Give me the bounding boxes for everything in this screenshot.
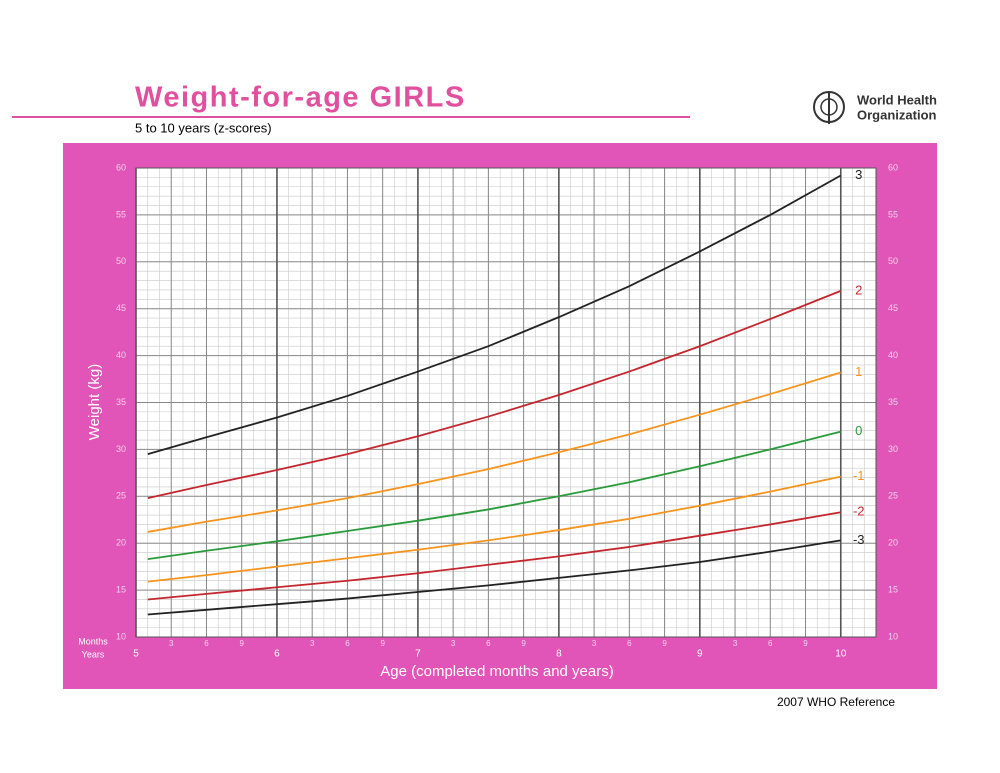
y-tick-label: 10	[888, 631, 898, 641]
series-label: -3	[853, 532, 865, 547]
month-tick-label: 3	[733, 639, 738, 648]
z-score-line	[147, 475, 841, 583]
y-tick-label: 50	[116, 256, 126, 266]
y-tick-label: 55	[888, 209, 898, 219]
month-tick-label: 6	[486, 639, 491, 648]
y-tick-label: 30	[116, 444, 126, 454]
z-score-line	[147, 290, 842, 500]
y-tick-label: 60	[888, 162, 898, 172]
series-label: 3	[855, 167, 862, 182]
y-tick-label: 15	[116, 584, 126, 594]
subtitle: 5 to 10 years (z-scores)	[135, 120, 272, 135]
y-axis-label: Weight (kg)	[86, 364, 103, 440]
month-tick-label: 3	[451, 639, 456, 648]
x-tick-label: 9	[697, 649, 703, 660]
z-score-line	[147, 539, 841, 616]
series-label: -2	[853, 504, 865, 519]
years-label: Years	[82, 649, 105, 659]
y-tick-label: 45	[116, 303, 126, 313]
month-tick-label: 3	[310, 639, 315, 648]
z-score-line	[147, 430, 841, 561]
x-tick-label: 8	[556, 649, 562, 660]
month-tick-label: 6	[768, 639, 773, 648]
y-tick-label: 15	[888, 584, 898, 594]
footer: 2007 WHO Reference	[777, 695, 895, 709]
y-tick-label: 35	[116, 397, 126, 407]
y-tick-label: 20	[888, 538, 898, 548]
y-tick-label: 10	[116, 631, 126, 641]
x-tick-label: 5	[133, 649, 139, 660]
y-tick-label: 40	[888, 350, 898, 360]
y-tick-label: 60	[116, 162, 126, 172]
month-tick-label: 9	[380, 639, 385, 648]
y-tick-label: 50	[888, 256, 898, 266]
x-axis-label: Age (completed months and years)	[380, 663, 613, 680]
month-tick-label: 6	[627, 639, 632, 648]
y-tick-label: 25	[888, 491, 898, 501]
series-label: -1	[853, 468, 865, 483]
y-tick-label: 45	[888, 303, 898, 313]
x-tick-label: 7	[415, 649, 421, 660]
plot-border	[135, 167, 877, 638]
series-label: 1	[855, 364, 862, 379]
y-tick-label: 25	[116, 491, 126, 501]
x-tick-label: 10	[835, 649, 847, 660]
z-score-line	[147, 174, 842, 455]
month-tick-label: 9	[803, 639, 808, 648]
month-tick-label: 6	[345, 639, 350, 648]
y-tick-label: 30	[888, 444, 898, 454]
month-tick-label: 9	[521, 639, 526, 648]
org-name: World Health	[857, 92, 937, 107]
month-tick-label: 3	[592, 639, 597, 648]
series-label: 2	[855, 282, 862, 297]
month-tick-label: 6	[204, 639, 209, 648]
months-label: Months	[78, 636, 108, 646]
y-tick-label: 20	[116, 538, 126, 548]
x-tick-label: 6	[274, 649, 280, 660]
z-score-line	[147, 511, 841, 601]
y-tick-label: 35	[888, 397, 898, 407]
month-tick-label: 3	[169, 639, 174, 648]
month-tick-label: 9	[662, 639, 667, 648]
y-tick-label: 55	[116, 209, 126, 219]
chart-title: Weight-for-age GIRLS	[135, 82, 466, 114]
month-tick-label: 9	[239, 639, 244, 648]
who-logo: World Health Organization	[813, 91, 937, 124]
y-tick-label: 40	[116, 350, 126, 360]
z-score-line	[147, 371, 842, 533]
org-name: Organization	[857, 107, 937, 122]
series-label: 0	[855, 423, 862, 438]
